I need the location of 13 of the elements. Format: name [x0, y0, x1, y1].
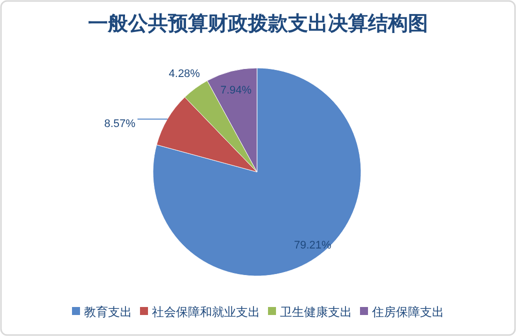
pie-slice: [184, 80, 258, 172]
legend-label: 卫生健康支出: [280, 305, 352, 319]
legend-label: 住房保障支出: [371, 305, 444, 319]
chart-title: 一般公共预算财政拨款支出决算结构图: [88, 11, 428, 35]
data-label: 7.94%: [220, 84, 252, 96]
data-label: 79.21%: [294, 240, 332, 252]
pie-slice: [206, 68, 258, 172]
pie-slice: [156, 96, 258, 172]
legend-label: 社会保障和就业支出: [152, 305, 260, 319]
pie-slice: [152, 68, 362, 276]
data-label: 4.28%: [168, 68, 200, 80]
legend-label: 教育支出: [84, 305, 132, 319]
data-label: 8.57%: [104, 118, 136, 130]
